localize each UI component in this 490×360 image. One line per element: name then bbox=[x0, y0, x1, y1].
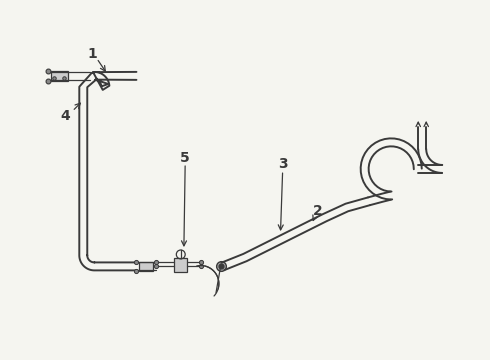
Text: 2: 2 bbox=[313, 204, 323, 218]
Text: 4: 4 bbox=[61, 109, 71, 123]
Text: 3: 3 bbox=[278, 157, 288, 171]
FancyBboxPatch shape bbox=[139, 261, 153, 271]
Text: 5: 5 bbox=[180, 151, 190, 165]
FancyBboxPatch shape bbox=[51, 71, 68, 81]
Text: 1: 1 bbox=[87, 47, 97, 61]
FancyBboxPatch shape bbox=[174, 258, 187, 272]
